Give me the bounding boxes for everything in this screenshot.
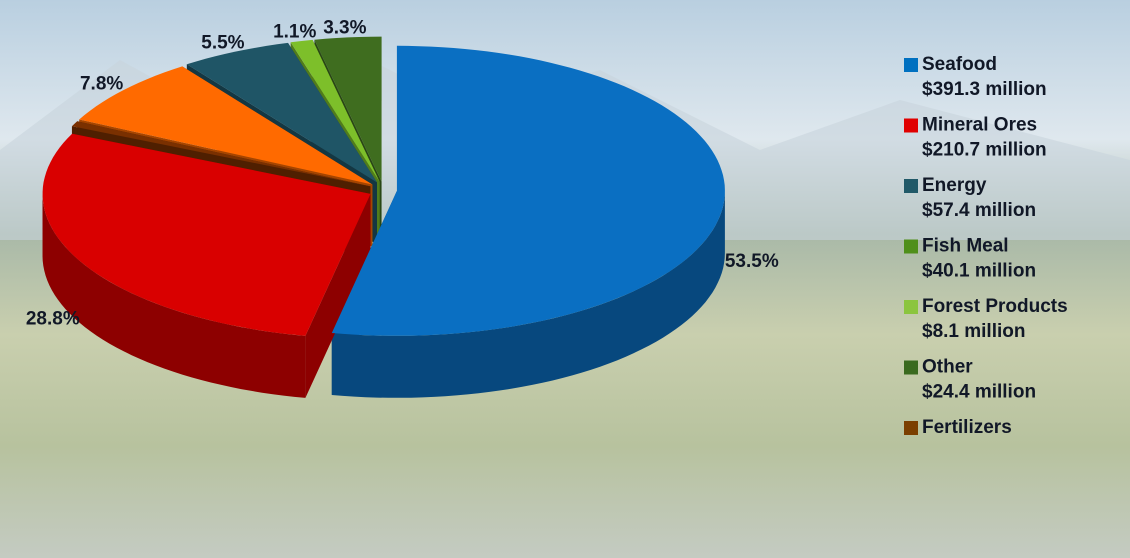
legend-value: $57.4 million bbox=[922, 200, 1036, 221]
slice bbox=[314, 36, 382, 182]
legend-marker bbox=[904, 360, 918, 375]
slice bbox=[331, 45, 725, 336]
slice-label: 5.5% bbox=[201, 33, 244, 54]
slice-label: 1.1% bbox=[273, 21, 316, 42]
slice bbox=[71, 121, 371, 187]
legend-label: Mineral Ores bbox=[922, 115, 1037, 136]
legend-label: Energy bbox=[922, 175, 987, 196]
slice-side bbox=[331, 190, 725, 398]
legend-value: $40.1 million bbox=[922, 261, 1036, 282]
legend-value: $391.3 million bbox=[922, 79, 1047, 100]
legend-marker bbox=[904, 300, 918, 314]
legend-label: Fertilizers bbox=[922, 417, 1012, 438]
legend-label: Fish Meal bbox=[922, 236, 1009, 257]
legend-value: $24.4 million bbox=[922, 382, 1036, 403]
legend-label: Forest Products bbox=[922, 296, 1068, 317]
slice bbox=[79, 66, 373, 185]
legend-marker bbox=[904, 179, 918, 193]
slice bbox=[42, 133, 371, 336]
slice-label: 3.3% bbox=[323, 17, 366, 38]
legend-label: Seafood bbox=[922, 54, 997, 75]
slice-side bbox=[42, 193, 306, 398]
slice-label: 7.8% bbox=[80, 73, 123, 94]
legend-marker bbox=[904, 421, 918, 435]
legend-value: $210.7 million bbox=[922, 140, 1047, 161]
slice-label: 53.5% bbox=[725, 251, 779, 272]
legend-marker bbox=[904, 239, 918, 254]
slice bbox=[186, 42, 377, 183]
legend-marker bbox=[904, 58, 918, 72]
slice-label: 28.8% bbox=[26, 309, 80, 330]
legend-value: $8.1 million bbox=[922, 321, 1025, 342]
slice bbox=[290, 39, 380, 182]
legend-label: Other bbox=[922, 357, 973, 378]
legend-marker bbox=[904, 118, 918, 133]
